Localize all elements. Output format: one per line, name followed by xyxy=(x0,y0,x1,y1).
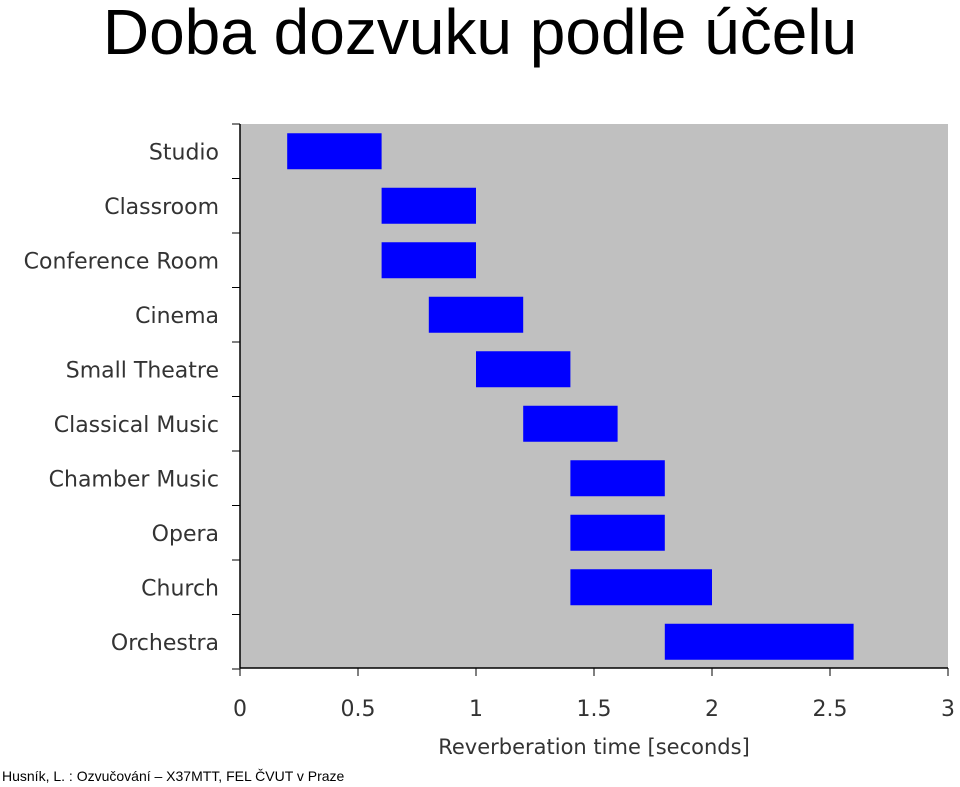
x-tick-label: 1 xyxy=(469,697,483,722)
category-label: Studio xyxy=(149,140,219,165)
x-tick-label: 1.5 xyxy=(577,697,612,722)
x-tick-label: 0 xyxy=(233,697,247,722)
bar-cinema xyxy=(428,296,524,333)
bar-studio xyxy=(287,133,382,170)
bar-small-theatre xyxy=(476,351,571,388)
category-label: Cinema xyxy=(135,304,219,329)
bar-conference-room xyxy=(381,242,476,279)
category-label: Opera xyxy=(152,522,219,547)
page-title: Doba dozvuku podle účelu xyxy=(102,0,858,68)
category-label: Classroom xyxy=(104,195,219,220)
axes xyxy=(232,123,949,676)
category-label: Conference Room xyxy=(24,249,219,274)
bar-church xyxy=(570,569,712,606)
category-label: Orchestra xyxy=(111,631,219,656)
x-tick-label: 3 xyxy=(941,697,955,722)
category-labels: Studio Classroom Conference Room Cinema Smal… xyxy=(24,140,219,656)
bar-orchestra xyxy=(664,623,854,660)
category-label: Church xyxy=(141,576,219,601)
category-label: Chamber Music xyxy=(49,467,219,492)
bar-opera xyxy=(570,514,665,551)
category-label: Small Theatre xyxy=(66,358,219,383)
bar-classroom xyxy=(381,187,476,224)
bars xyxy=(287,133,854,660)
footer-credit: Husník, L. : Ozvučování – X37MTT, FEL ČV… xyxy=(2,768,345,784)
bar-chamber-music xyxy=(570,460,665,497)
bar-classical-music xyxy=(523,405,618,442)
x-tick-label: 0.5 xyxy=(341,697,376,722)
category-label: Classical Music xyxy=(54,413,219,438)
x-axis-label: Reverberation time [seconds] xyxy=(438,735,750,759)
x-tick-labels: 0 0.5 1 1.5 2 2.5 3 xyxy=(233,697,955,722)
x-tick-label: 2.5 xyxy=(813,697,848,722)
x-tick-label: 2 xyxy=(705,697,719,722)
